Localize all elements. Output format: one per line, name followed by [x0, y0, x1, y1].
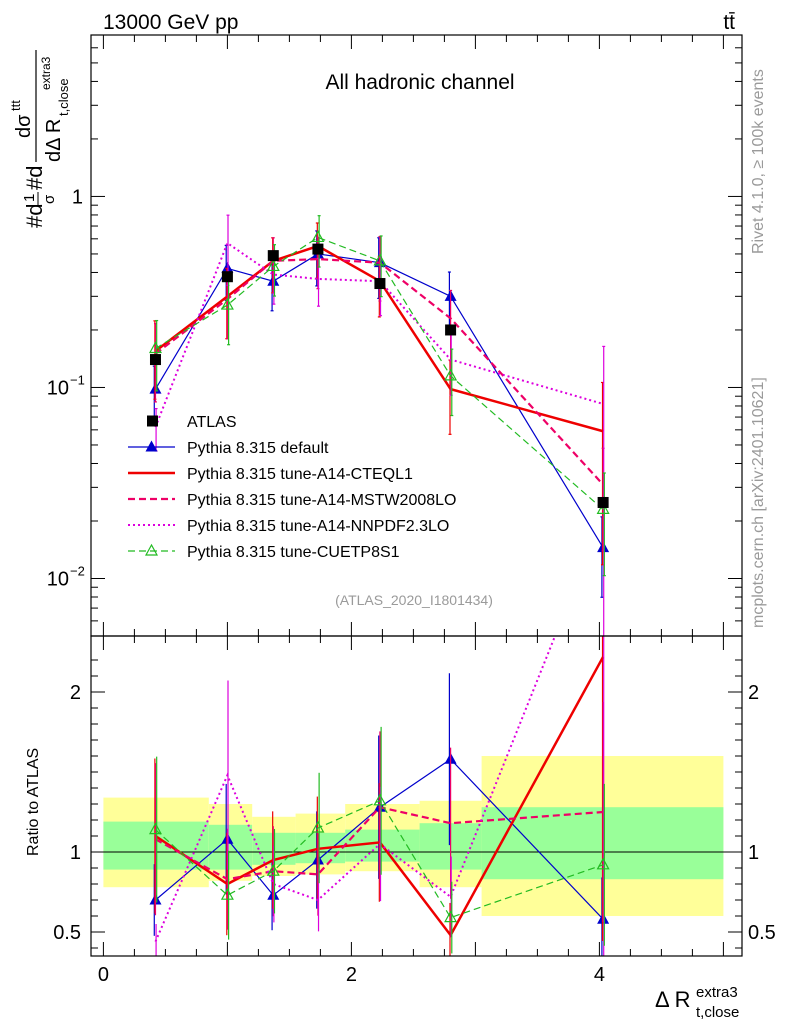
ratio-ytick-label: 0.5	[53, 922, 81, 944]
legend-swatch	[147, 415, 158, 427]
ratio-ytick-label: 2	[70, 682, 81, 704]
mc-marker	[596, 857, 610, 870]
legend-entry: ATLAS	[147, 414, 237, 431]
mc-marker	[311, 230, 325, 243]
process-label: tt̄	[723, 11, 735, 34]
mc-marker	[266, 259, 280, 272]
xtick-label: 0	[98, 964, 109, 986]
ylabel-mid: #d	[22, 166, 47, 190]
main-panel	[148, 214, 610, 636]
legend-entry: Pythia 8.315 tune-A14-MSTW2008LO	[128, 492, 456, 509]
legend-entry: Pythia 8.315 tune-CUETP8S1	[128, 543, 400, 561]
data-point	[149, 354, 161, 366]
ratio-ylabel: Ratio to ATLAS	[25, 748, 42, 856]
main-ytick-label: 10	[47, 377, 69, 399]
mc-marker	[144, 543, 159, 556]
data-point	[267, 250, 279, 262]
ylabel-num-sup: ttt	[8, 100, 23, 111]
band-green	[208, 824, 253, 870]
mc-marker	[373, 793, 387, 806]
mc-marker	[148, 341, 162, 354]
legend-label: Pythia 8.315 tune-A14-MSTW2008LO	[187, 492, 456, 509]
ylabel-den-sub: t,close	[56, 78, 71, 116]
energy-label: 13000 GeV pp	[103, 11, 238, 34]
ratio-ytick-label-right: 1	[748, 842, 759, 864]
main-ylabel: #d 1 σ #d dσ ttt dΔ R t,close extra3	[8, 50, 71, 228]
mc-marker	[311, 820, 325, 833]
legend-entry: Pythia 8.315 tune-A14-CTEQL1	[128, 466, 413, 483]
ratio-frame	[90, 635, 743, 957]
main-ytick-label: 1	[72, 186, 83, 208]
data-point	[221, 271, 233, 283]
atlas-points	[149, 243, 609, 508]
mc-marker	[596, 502, 610, 514]
xlabel-main: Δ R	[655, 987, 690, 1012]
mc-marker	[145, 440, 158, 452]
series-5-ratio-line	[155, 800, 604, 919]
mc-marker	[373, 253, 387, 266]
mc-marker	[220, 887, 234, 900]
mc-marker	[266, 863, 280, 876]
ratio-ytick-label-right: 2	[748, 682, 759, 704]
ylabel-frac-den: σ	[41, 194, 58, 204]
legend-label: Pythia 8.315 tune-A14-NNPDF2.3LO	[187, 518, 449, 535]
legend-label: Pythia 8.315 tune-A14-CTEQL1	[187, 466, 413, 483]
rivet-label: Rivet 4.1.0, ≥ 100k events	[750, 69, 767, 254]
mc-marker	[148, 822, 162, 835]
ylabel-den: dΔ R	[43, 119, 65, 162]
xtick-label: 2	[346, 964, 357, 986]
ylabel-prefix: #d	[22, 204, 47, 228]
analysis-id: (ATLAS_2020_I1801434)	[335, 592, 493, 608]
channel-label: All hadronic channel	[325, 71, 514, 94]
axes-frames: 110 −110 −20.5 0.51 12 20 2 4	[47, 34, 776, 986]
mcplots-label: mcplots.cern.ch [arXiv:2401.10621]	[750, 377, 767, 628]
xlabel-sub: t,close	[696, 1004, 739, 1021]
ratio-panel	[148, 636, 610, 956]
mc-marker	[220, 297, 234, 310]
legend-entry: Pythia 8.315 default	[128, 440, 329, 457]
legend-entry: Pythia 8.315 tune-A14-NNPDF2.3LO	[128, 518, 449, 535]
legend: ATLAS Pythia 8.315 default Pythia 8.315 tu…	[128, 414, 456, 561]
mc-marker	[444, 368, 458, 381]
xlabel: Δ R extra3 t,close	[655, 984, 739, 1021]
main-ytick-label: 10	[47, 568, 69, 590]
xtick-label: 4	[594, 964, 605, 986]
legend-label: Pythia 8.315 tune-CUETP8S1	[187, 544, 400, 561]
ylabel-den-sup: extra3	[39, 56, 53, 90]
legend-label: Pythia 8.315 default	[187, 440, 329, 457]
mc-marker	[444, 910, 458, 923]
legend-label: ATLAS	[187, 414, 237, 431]
main-ytick-exponent: −2	[70, 563, 85, 578]
main-ytick-exponent: −1	[70, 372, 85, 387]
data-point	[597, 496, 609, 508]
data-point	[445, 324, 457, 336]
series-5-ratio	[148, 726, 610, 954]
xlabel-sup: extra3	[696, 984, 738, 1001]
data-point	[312, 243, 324, 255]
ylabel-num: dσ	[13, 114, 35, 138]
data-point	[374, 278, 386, 290]
ratio-ytick-label-right: 0.5	[748, 922, 776, 944]
ratio-ytick-label: 1	[70, 842, 81, 864]
series-5-line	[155, 236, 604, 510]
ylabel-frac-num: 1	[21, 194, 38, 202]
